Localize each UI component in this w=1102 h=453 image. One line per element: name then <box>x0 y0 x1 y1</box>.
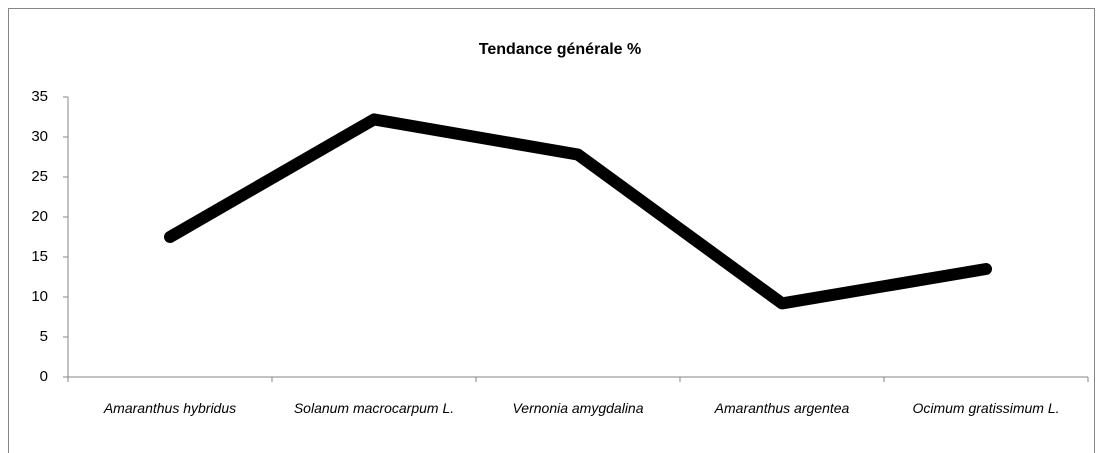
series-line <box>164 113 992 310</box>
y-tick-label: 0 <box>40 368 48 385</box>
x-tick-label: Solanum macrocarpum L. <box>293 400 455 416</box>
y-tick-label: 10 <box>31 288 48 305</box>
y-tick-label: 20 <box>31 208 48 225</box>
y-tick-label: 5 <box>40 328 48 345</box>
y-tick-label: 30 <box>31 128 48 145</box>
chart-title: Tendance générale % <box>479 41 641 58</box>
x-tick-label: Vernonia amygdalina <box>512 400 644 416</box>
y-tick-label: 35 <box>31 88 48 105</box>
y-tick-label: 25 <box>31 168 48 185</box>
x-tick-label: Amaranthus hybridus <box>103 400 237 416</box>
y-tick-label: 15 <box>31 248 48 265</box>
x-tick-label: Ocimum gratissimum L. <box>912 400 1060 416</box>
x-tick-label: Amaranthus argentea <box>714 400 850 416</box>
